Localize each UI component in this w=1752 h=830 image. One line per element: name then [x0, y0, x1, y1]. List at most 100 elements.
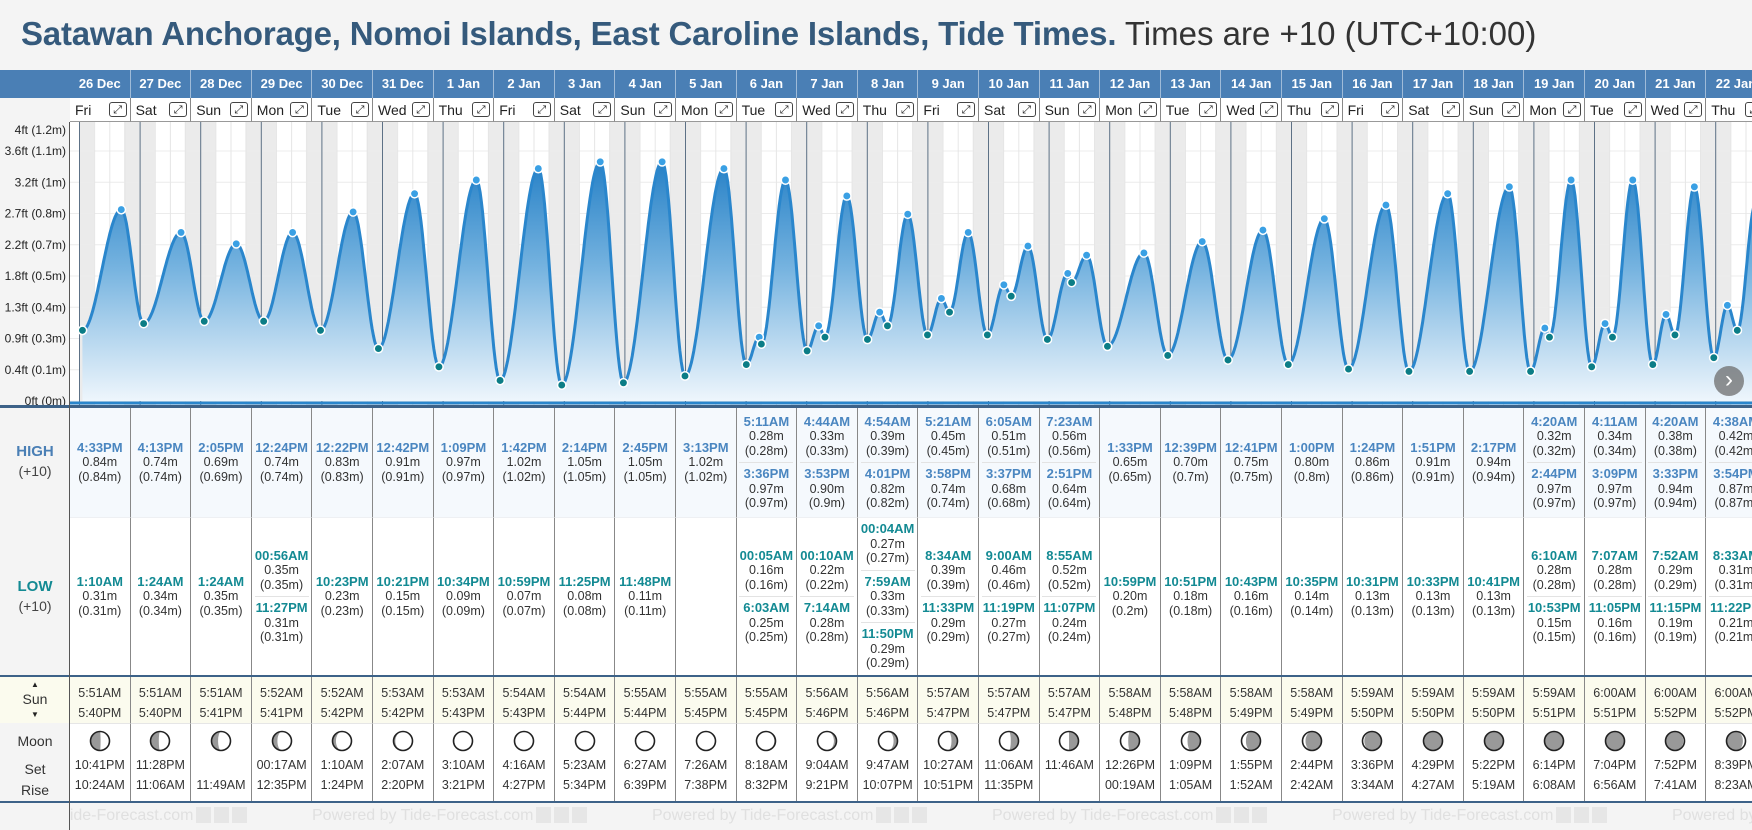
low-tide-point	[1223, 355, 1233, 365]
high-tide-height-alt: (0.87m)	[1714, 496, 1752, 510]
sun-cell: 5:59AM 5:50PM	[1403, 677, 1464, 723]
high-tide-height: 0.97m	[446, 455, 481, 470]
high-tide-height: 0.28m	[749, 429, 784, 443]
expand-day-button[interactable]: ⤢	[593, 102, 612, 117]
low-tide-height-alt: (0.21m)	[1714, 630, 1752, 644]
moonrise-time: 12:35PM	[256, 778, 307, 792]
expand-day-button[interactable]: ⤢	[1381, 102, 1400, 117]
day-column: 1 Jan Thu ⤢ 1:09PM 0.97m (0.97m) 10:34PM …	[433, 70, 495, 801]
low-tide-event: 8:33AM 0.31m (0.31m)	[1709, 548, 1752, 593]
expand-day-button[interactable]: ⤢	[1017, 102, 1036, 117]
low-tide-event: 1:10AM 0.31m (0.31m)	[73, 574, 127, 619]
expand-day-button[interactable]: ⤢	[1562, 102, 1581, 117]
high-tide-height-alt: (0.82m)	[866, 496, 910, 510]
high-tide-time: 5:21AM	[925, 413, 972, 429]
date-label: 26 Dec	[70, 70, 131, 98]
expand-day-button[interactable]: ⤢	[1078, 102, 1097, 117]
expand-day-button[interactable]: ⤢	[775, 102, 794, 117]
low-tide-cell: 11:25PM 0.08m (0.08m)	[554, 517, 616, 675]
weekday-cell: Sun ⤢	[1039, 98, 1101, 122]
expand-day-button[interactable]: ⤢	[1320, 102, 1339, 117]
watermark-text: Powered by Tide-Forecast.com	[312, 807, 534, 824]
high-tide-cell: 2:14PM 1.05m (1.05m)	[554, 408, 616, 517]
high-tide-height-alt: (0.68m)	[987, 496, 1031, 510]
low-tide-height-alt: (0.25m)	[744, 630, 788, 644]
expand-day-button[interactable]: ⤢	[1199, 102, 1218, 117]
sunset-time: 5:47PM	[1047, 706, 1091, 720]
expand-day-button[interactable]: ⤢	[653, 102, 672, 117]
low-tide-height: 0.29m	[1658, 563, 1693, 577]
high-tide-height: 0.51m	[991, 429, 1027, 443]
moonset-time: 00:17AM	[256, 758, 307, 772]
date-label: 2 Jan	[494, 70, 555, 98]
moon-phase-icon	[1543, 730, 1565, 752]
sunrise-time: 5:59AM	[1350, 686, 1394, 700]
expand-day-button[interactable]: ⤢	[1684, 102, 1703, 117]
expand-day-button[interactable]: ⤢	[1259, 102, 1278, 117]
high-tide-event: 4:33PM 0.84m (0.84m)	[73, 440, 127, 485]
high-tide-time: 3:58PM	[925, 466, 971, 481]
date-label: 4 Jan	[615, 70, 676, 98]
expand-day-button[interactable]: ⤢	[1502, 102, 1521, 117]
low-tide-cell: 10:51PM 0.18m (0.18m)	[1160, 517, 1222, 675]
expand-day-button[interactable]: ⤢	[956, 102, 975, 117]
expand-day-button[interactable]: ⤢	[1623, 102, 1642, 117]
expand-day-button[interactable]: ⤢	[108, 102, 127, 117]
sun-cell: 5:56AM 5:46PM	[797, 677, 858, 723]
next-days-button[interactable]: ›	[1714, 366, 1744, 396]
low-tide-cell: 6:10AM 0.28m (0.28m) 10:53PM 0.15m (0.15…	[1524, 517, 1585, 675]
date-label: 10 Jan	[979, 70, 1040, 98]
weekday-label: Sat	[135, 101, 157, 118]
high-tide-point	[176, 227, 186, 238]
expand-day-button[interactable]: ⤢	[1441, 102, 1460, 117]
low-tide-height: 0.13m	[1476, 589, 1511, 604]
expand-day-button[interactable]: ⤢	[1744, 102, 1752, 117]
high-tide-cell: 4:54AM 0.39m (0.39m) 4:01PM 0.82m (0.82m…	[857, 408, 919, 517]
low-tide-event: 11:05PM 0.16m (0.16m)	[1587, 596, 1642, 645]
high-tide-height-alt: (0.33m)	[805, 443, 849, 458]
logo-icon	[536, 807, 552, 823]
moon-cell: 11:49AM	[191, 723, 252, 801]
expand-icon: ⤢	[1143, 104, 1153, 116]
high-tide-event: 4:11AM 0.34m (0.34m)	[1588, 414, 1642, 459]
low-tide-height-alt: (0.11m)	[624, 603, 667, 618]
expand-day-button[interactable]: ⤢	[896, 102, 915, 117]
low-tide-event: 7:52AM 0.29m (0.29m)	[1648, 548, 1702, 593]
high-tide-cell: 12:41PM 0.75m (0.75m)	[1221, 408, 1282, 517]
expand-day-button[interactable]: ⤢	[411, 102, 430, 117]
moonrise-time: 5:19AM	[1472, 778, 1516, 792]
expand-day-button[interactable]: ⤢	[290, 102, 309, 117]
low-tide-height: 0.13m	[1355, 589, 1390, 604]
low-tide-height-alt: (0.13m)	[1350, 603, 1394, 618]
expand-day-button[interactable]: ⤢	[169, 102, 188, 117]
expand-day-button[interactable]: ⤢	[532, 102, 551, 117]
high-tide-height-alt: (0.97m)	[1593, 496, 1637, 510]
moon-cell: 6:14PM 6:08AM	[1524, 723, 1585, 801]
low-tide-cell: 10:21PM 0.15m (0.15m)	[373, 517, 434, 675]
expand-icon: ⤢	[355, 104, 365, 116]
expand-day-button[interactable]: ⤢	[835, 102, 854, 117]
expand-day-button[interactable]: ⤢	[714, 102, 733, 117]
expand-day-button[interactable]: ⤢	[1138, 102, 1157, 117]
low-tide-height: 0.25m	[749, 615, 784, 630]
sun-cell: 5:57AM 5:47PM	[918, 677, 979, 723]
low-tide-height: 0.09m	[446, 589, 481, 604]
low-tide-point	[820, 332, 830, 343]
moon-cell: 11:46AM	[1039, 723, 1101, 801]
high-tide-cell: 7:23AM 0.56m (0.56m) 2:51PM 0.64m (0.64m…	[1039, 408, 1101, 517]
sunset-time: 5:48PM	[1108, 706, 1152, 720]
expand-day-button[interactable]: ⤢	[229, 102, 248, 117]
logo-icon	[1556, 807, 1572, 823]
low-tide-cell: 00:05AM 0.16m (0.16m) 6:03AM 0.25m (0.25…	[736, 517, 798, 675]
date-label: 29 Dec	[252, 70, 313, 98]
high-tide-time: 6:05AM	[985, 413, 1032, 429]
low-tide-height-alt: (0.28m)	[1532, 577, 1576, 592]
low-tide-point	[680, 370, 690, 381]
high-tide-time: 1:33PM	[1107, 439, 1153, 455]
expand-day-button[interactable]: ⤢	[472, 102, 491, 117]
date-label: 20 Jan	[1585, 70, 1646, 98]
expand-day-button[interactable]: ⤢	[350, 102, 369, 117]
high-tide-height: 0.39m	[870, 429, 905, 443]
low-tide-time: 1:24AM	[197, 573, 245, 589]
page-title: Satawan Anchorage, Nomoi Islands, East C…	[21, 15, 1536, 53]
